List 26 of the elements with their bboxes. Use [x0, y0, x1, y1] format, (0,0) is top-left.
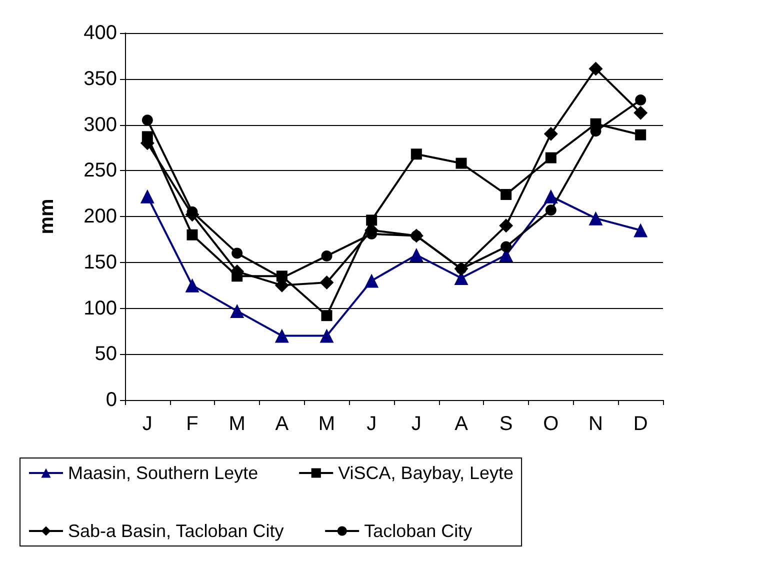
x-tick-label: J	[142, 413, 152, 435]
x-tick-label: M	[318, 413, 336, 435]
y-tick-label: 200	[84, 206, 117, 228]
legend-label: Tacloban City	[364, 521, 472, 541]
x-tick-label: O	[543, 413, 559, 435]
y-tick-label: 250	[84, 160, 117, 182]
x-tick-label: A	[454, 413, 469, 435]
y-tick-label: 0	[106, 389, 117, 411]
y-axis-title: mm	[36, 198, 58, 234]
x-tick-label: S	[499, 413, 513, 435]
x-tick-label: M	[228, 413, 246, 435]
x-tick-label: J	[366, 413, 377, 435]
x-tick-label: D	[633, 413, 648, 435]
y-tick-label: 400	[84, 22, 117, 44]
y-tick-label: 350	[84, 68, 117, 90]
x-tick-label: J	[411, 413, 422, 435]
y-tick-label: 300	[84, 114, 117, 136]
legend-label: Sab-a Basin, Tacloban City	[68, 521, 284, 541]
x-tick-label: N	[588, 413, 603, 435]
legend-label: ViSCA, Baybay, Leyte	[338, 463, 514, 483]
y-tick-label: 50	[94, 343, 117, 366]
x-tick-label: F	[186, 413, 198, 435]
y-tick-label: 150	[84, 251, 117, 274]
legend-label: Maasin, Southern Leyte	[68, 463, 258, 483]
y-tick-label: 100	[84, 297, 117, 320]
x-tick-label: A	[275, 413, 290, 435]
